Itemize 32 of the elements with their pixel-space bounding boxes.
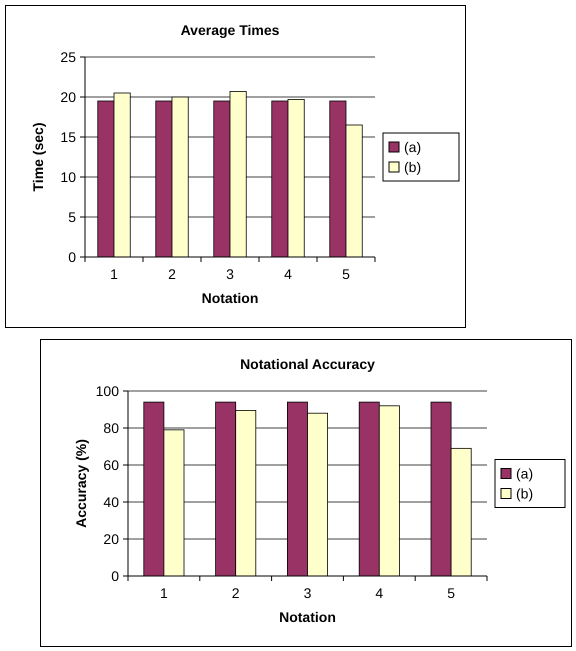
legend-label: (a) (516, 465, 534, 482)
y-tick-label: 5 (68, 208, 76, 225)
y-tick-label: 20 (103, 530, 120, 547)
x-axis-title: Notation (202, 290, 258, 306)
y-tick-label: 10 (60, 168, 76, 185)
legend-label: (b) (516, 485, 534, 502)
x-axis-title: Notation (279, 609, 336, 625)
y-axis-title: Accuracy (%) (73, 439, 89, 528)
x-tick-label: 5 (447, 585, 456, 601)
x-tick-label: 4 (284, 266, 292, 282)
y-tick-label: 0 (68, 248, 76, 265)
y-tick-label: 80 (103, 420, 120, 436)
y-tick-label: 25 (60, 48, 76, 65)
y-tick-label: 0 (111, 568, 120, 584)
x-tick-label: 3 (226, 266, 234, 282)
y-tick-label: 20 (60, 88, 76, 105)
x-tick-label: 3 (304, 585, 312, 601)
x-tick-label: 2 (232, 585, 240, 601)
y-tick-label: 40 (103, 494, 120, 510)
x-tick-label: 1 (110, 266, 118, 282)
x-tick-label: 5 (342, 266, 350, 282)
y-tick-label: 100 (96, 382, 120, 399)
chart-title: Notational Accuracy (240, 356, 376, 372)
x-tick-label: 1 (160, 585, 168, 601)
y-axis-title: Time (sec) (30, 122, 46, 192)
legend-label: (a) (404, 138, 422, 155)
y-tick-label: 15 (60, 128, 76, 145)
legend-label: (b) (404, 158, 422, 175)
x-tick-label: 4 (375, 585, 384, 601)
y-tick-label: 60 (103, 456, 120, 473)
x-tick-label: 2 (168, 266, 176, 282)
chart-title: Average Times (180, 22, 280, 38)
